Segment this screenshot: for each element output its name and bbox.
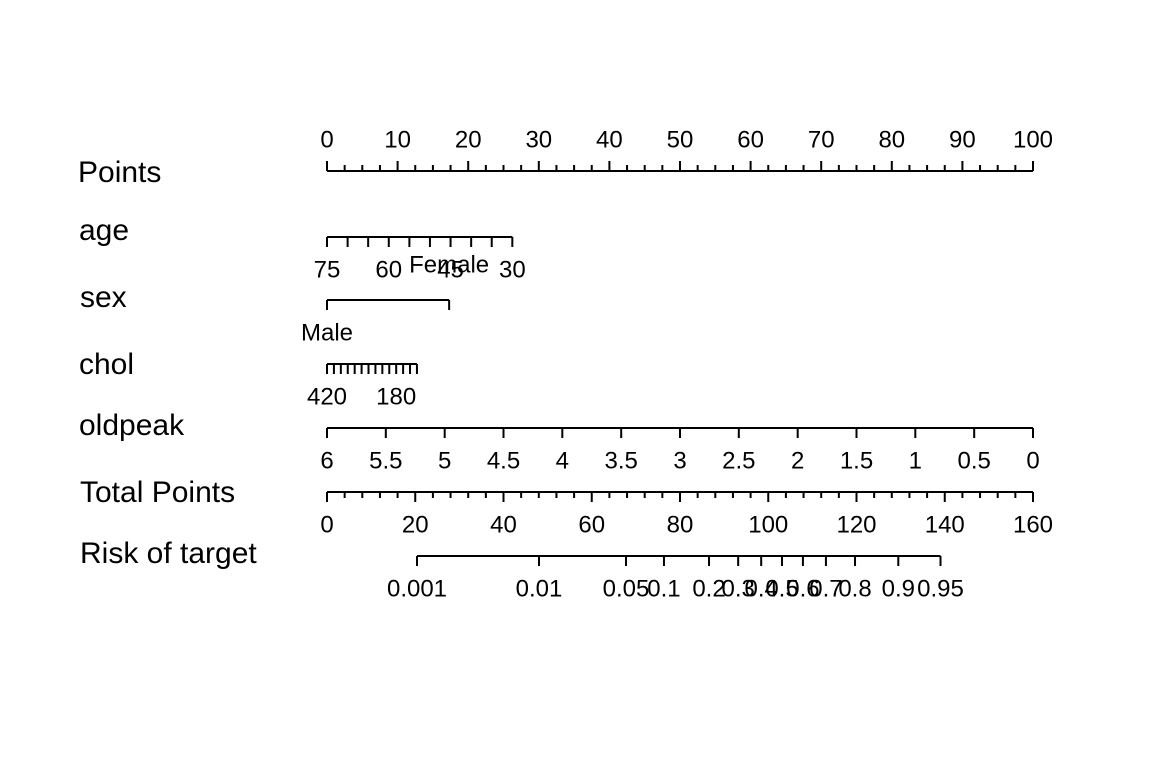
tick-label-chol: 420 [307,383,347,410]
tick-label-oldpeak: 1.5 [840,447,873,474]
tick-label-points: 100 [1013,126,1053,153]
tick-label-sex: Female [409,251,489,278]
tick-label-points: 50 [667,126,694,153]
row-label-total-points: Total Points [80,476,235,509]
row-label-oldpeak: oldpeak [79,409,185,442]
tick-label-points: 0 [320,126,333,153]
tick-label-total-points: 0 [320,511,333,538]
tick-label-sex: Male [301,319,353,346]
tick-label-age: 30 [499,256,526,283]
tick-label-total-points: 100 [748,511,788,538]
row-label-chol: chol [79,348,134,381]
tick-label-total-points: 60 [578,511,605,538]
tick-label-risk-of-target: 0.05 [603,575,650,602]
tick-label-risk-of-target: 0.9 [882,575,915,602]
tick-label-oldpeak: 0 [1026,447,1039,474]
tick-label-age: 75 [314,256,341,283]
tick-label-risk-of-target: 0.7 [809,575,842,602]
tick-label-points: 60 [737,126,764,153]
row-label-age: age [79,214,129,247]
row-label-sex: sex [80,281,127,314]
tick-label-points: 40 [596,126,623,153]
tick-label-oldpeak: 3 [673,447,686,474]
tick-label-points: 90 [949,126,976,153]
tick-label-age: 45 [437,256,464,283]
tick-label-chol: 180 [376,383,416,410]
tick-label-total-points: 40 [490,511,517,538]
tick-label-risk-of-target: 0.6 [786,575,819,602]
tick-label-total-points: 80 [667,511,694,538]
row-label-points: Points [78,156,161,189]
tick-label-risk-of-target: 0.2 [692,575,725,602]
tick-label-points: 30 [525,126,552,153]
tick-label-points: 20 [455,126,482,153]
tick-label-oldpeak: 3.5 [605,447,638,474]
tick-label-risk-of-target: 0.001 [387,575,447,602]
tick-label-oldpeak: 1 [909,447,922,474]
tick-label-oldpeak: 4.5 [487,447,520,474]
tick-label-oldpeak: 5.5 [369,447,402,474]
tick-label-points: 10 [384,126,411,153]
tick-label-points: 80 [878,126,905,153]
tick-label-total-points: 120 [836,511,876,538]
tick-label-total-points: 160 [1013,511,1053,538]
tick-label-oldpeak: 5 [438,447,451,474]
tick-label-risk-of-target: 0.1 [647,575,680,602]
tick-label-risk-of-target: 0.4 [745,575,778,602]
tick-label-risk-of-target: 0.95 [917,575,964,602]
tick-label-oldpeak: 4 [556,447,569,474]
tick-label-oldpeak: 0.5 [958,447,991,474]
tick-label-oldpeak: 2.5 [722,447,755,474]
tick-label-points: 70 [808,126,835,153]
row-label-risk-of-target: Risk of target [80,537,257,570]
tick-label-risk-of-target: 0.3 [721,575,754,602]
tick-label-risk-of-target: 0.5 [765,575,798,602]
tick-label-age: 60 [375,256,402,283]
tick-label-oldpeak: 6 [320,447,333,474]
tick-label-oldpeak: 2 [791,447,804,474]
tick-label-risk-of-target: 0.01 [516,575,563,602]
tick-label-total-points: 140 [925,511,965,538]
tick-label-total-points: 20 [402,511,429,538]
tick-label-risk-of-target: 0.8 [838,575,871,602]
